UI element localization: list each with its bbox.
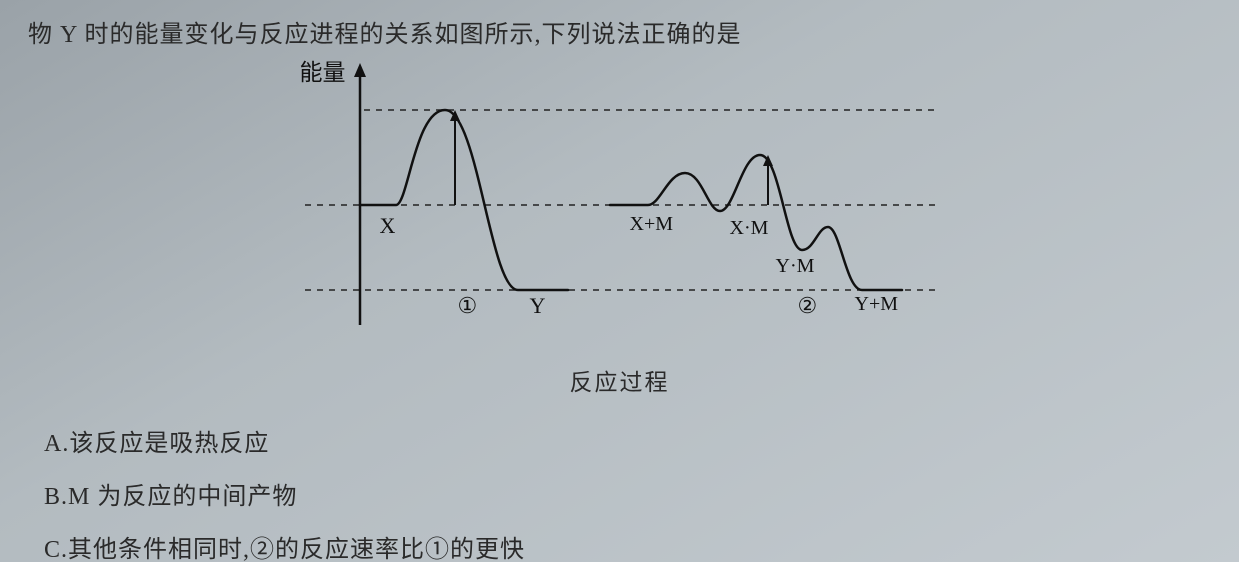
x-axis-label: 反应过程 xyxy=(300,363,940,397)
reaction-path-1 xyxy=(360,110,568,290)
y-axis-arrowhead xyxy=(354,63,366,77)
energy-diagram-figure: 能量 X ① xyxy=(300,55,940,397)
exam-page: 物 Y 时的能量变化与反应进程的关系如图所示,下列说法正确的是 能量 xyxy=(0,0,1239,562)
question-stem: 物 Y 时的能量变化与反应进程的关系如图所示,下列说法正确的是 xyxy=(28,14,1211,49)
label-y-plus-m: Y+M xyxy=(855,293,899,316)
option-b: B.M 为反应的中间产物 xyxy=(44,476,1211,511)
label-x-plus-m: X+M xyxy=(630,213,674,236)
option-c: C.其他条件相同时,②的反应速率比①的更快 xyxy=(44,529,1211,562)
answer-options: A.该反应是吸热反应 B.M 为反应的中间产物 C.其他条件相同时,②的反应速率… xyxy=(28,423,1211,562)
label-circle-2: ② xyxy=(798,293,818,319)
energy-diagram: 能量 X ① xyxy=(300,55,940,365)
label-circle-1: ① xyxy=(458,293,478,319)
label-x-dot-m: X·M xyxy=(730,217,769,240)
label-y-dot-m: Y·M xyxy=(776,255,815,278)
option-a: A.该反应是吸热反应 xyxy=(44,423,1211,458)
diagram-svg xyxy=(300,55,940,365)
label-y: Y xyxy=(530,293,546,319)
label-x: X xyxy=(380,213,396,239)
